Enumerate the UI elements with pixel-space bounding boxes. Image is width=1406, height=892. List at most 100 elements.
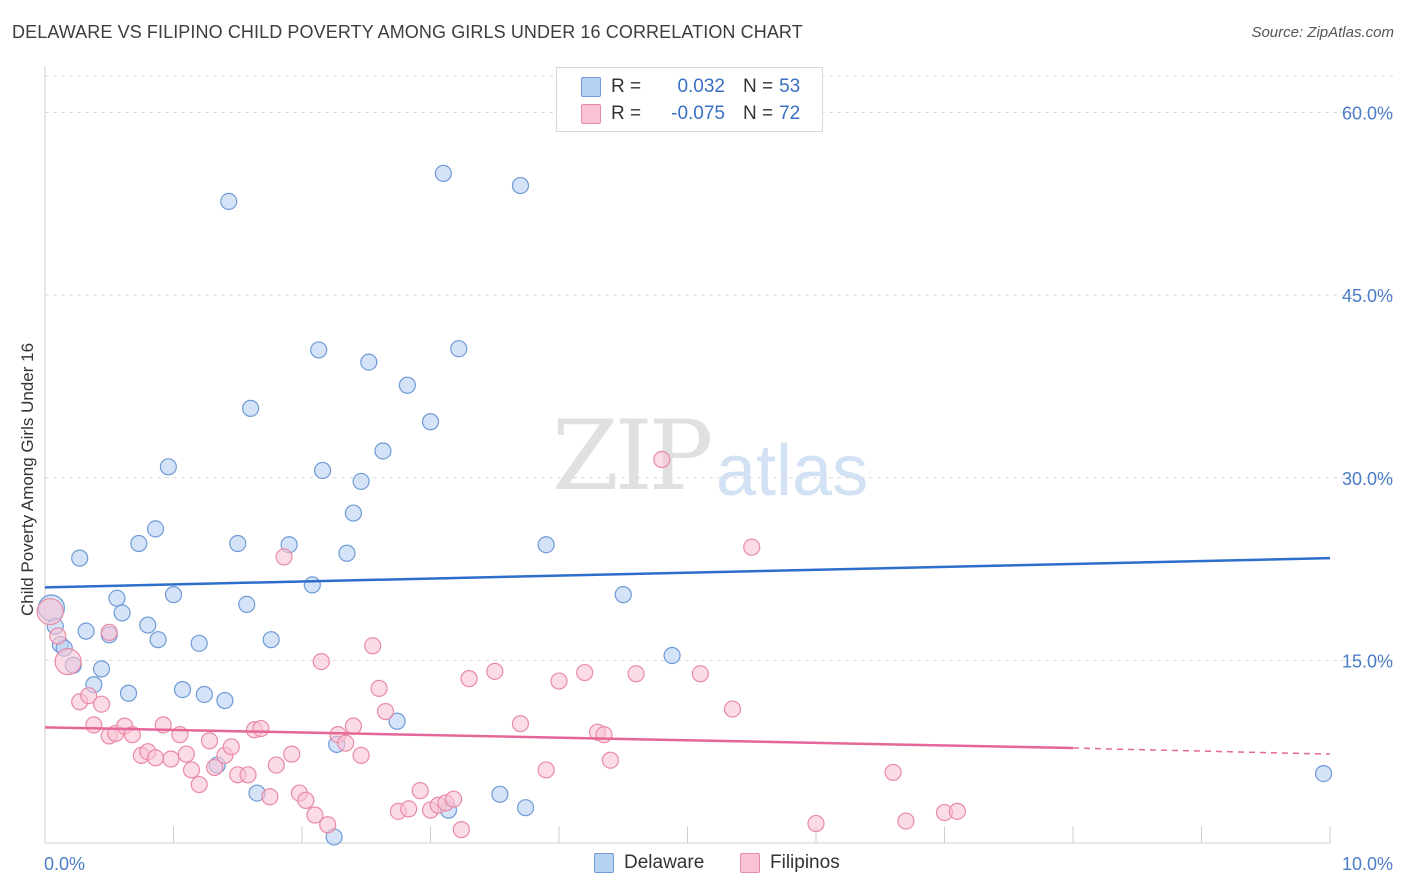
filipinos-point <box>537 761 555 779</box>
delaware-point <box>303 576 321 594</box>
delaware-point <box>139 616 157 634</box>
filipinos-point <box>267 756 285 774</box>
series-legend-delaware[interactable]: Delaware <box>594 852 704 874</box>
y-tick-label: 15.0% <box>1342 651 1393 671</box>
filipinos-point <box>36 598 64 626</box>
filipinos-point <box>743 538 761 556</box>
filipinos-point <box>452 821 470 839</box>
delaware-point <box>344 504 362 522</box>
delaware-point <box>360 353 378 371</box>
delaware-point <box>71 549 89 567</box>
filipinos-point <box>54 647 82 676</box>
delaware-point <box>663 646 681 665</box>
delaware-point <box>149 631 167 649</box>
filipinos-point <box>376 702 395 721</box>
legend-row-filipinos: R = -0.075 N = 72 <box>581 102 800 126</box>
series-swatch-delaware <box>594 853 614 873</box>
delaware-point <box>146 520 165 538</box>
delaware-point <box>310 341 328 359</box>
filipinos-point <box>239 766 257 784</box>
axis-labels: 15.0% 30.0% 45.0% 60.0% 0.0% 10.0% Child Pover… <box>18 104 1393 874</box>
filipinos-point <box>364 637 382 655</box>
delaware-point <box>119 684 138 702</box>
filipinos-point <box>100 623 118 641</box>
filipinos-point <box>177 745 195 763</box>
series-legend-filipinos[interactable]: Filipinos <box>740 852 840 874</box>
y-tick-label: 60.0% <box>1342 104 1393 124</box>
filipinos-trend-line <box>44 726 1074 750</box>
filipinos-point <box>200 732 219 750</box>
legend-swatch-filipinos <box>581 104 601 124</box>
filipinos-point <box>182 761 201 779</box>
delaware-point <box>159 458 177 476</box>
filipinos-point <box>190 775 208 794</box>
data-points <box>36 164 1333 846</box>
x-tick-label: 0.0% <box>44 854 85 874</box>
delaware-point <box>313 461 332 480</box>
delaware-point <box>173 680 192 699</box>
filipinos-point <box>337 734 355 752</box>
filipinos-point <box>146 749 165 767</box>
filipinos-point <box>653 450 671 469</box>
filipinos-point <box>283 745 301 763</box>
filipinos-point <box>486 662 504 680</box>
delaware-point <box>216 691 234 710</box>
filipinos-point <box>511 715 530 733</box>
series-swatch-filipinos <box>740 853 760 873</box>
filipinos-point <box>460 670 478 688</box>
filipinos-point <box>601 751 620 769</box>
series-legend-label: Delaware <box>624 852 705 873</box>
delaware-point <box>242 399 260 417</box>
series-legend: Delaware Filipinos <box>0 852 1406 878</box>
filipinos-point <box>595 726 613 744</box>
filipinos-point <box>691 665 709 683</box>
delaware-point <box>108 589 126 607</box>
legend-n-label: N = <box>743 103 774 124</box>
filipinos-point <box>162 750 180 768</box>
legend-swatch-delaware <box>581 77 601 97</box>
filipinos-point <box>123 726 141 744</box>
legend-r-label: R = <box>611 103 642 124</box>
filipinos-point <box>723 700 742 718</box>
chart-source: Source: ZipAtlas.com <box>1251 24 1394 41</box>
filipinos-point <box>445 790 463 808</box>
filipinos-point <box>85 716 103 734</box>
legend-r-value: 0.032 <box>677 76 725 97</box>
filipinos-trend-extension <box>1072 747 1331 755</box>
delaware-point <box>195 685 213 704</box>
filipinos-point <box>80 687 98 705</box>
filipinos-point <box>275 548 293 566</box>
delaware-point <box>374 442 392 460</box>
filipinos-point <box>884 763 902 781</box>
legend-n-value: 72 <box>779 103 801 124</box>
filipinos-point <box>576 663 594 682</box>
axes <box>44 66 1331 844</box>
delaware-point <box>92 660 111 678</box>
delaware-point <box>511 176 530 195</box>
x-tick-label: 10.0% <box>1342 854 1393 874</box>
filipinos-point <box>370 679 388 697</box>
filipinos-point <box>252 719 270 738</box>
delaware-point <box>238 595 256 613</box>
legend-row-delaware: R = 0.032 N = 53 <box>581 75 800 99</box>
legend-n-value: 53 <box>779 76 801 97</box>
filipinos-point <box>627 665 645 683</box>
legend-n-label: N = <box>743 76 774 97</box>
filipinos-point <box>206 758 224 777</box>
filipinos-point <box>550 672 568 690</box>
filipinos-point <box>297 791 315 809</box>
delaware-point <box>229 534 247 553</box>
delaware-point <box>614 586 632 604</box>
filipinos-point <box>400 800 418 818</box>
y-axis-label: Child Poverty Among Girls Under 16 <box>18 343 37 616</box>
delaware-point <box>537 536 555 554</box>
delaware-point <box>164 586 183 604</box>
filipinos-point <box>411 782 429 800</box>
delaware-point <box>421 413 440 431</box>
filipinos-point <box>261 788 279 806</box>
delaware-point <box>220 192 238 210</box>
filipinos-point <box>49 627 67 645</box>
delaware-point <box>450 340 468 358</box>
filipinos-point <box>352 746 370 764</box>
